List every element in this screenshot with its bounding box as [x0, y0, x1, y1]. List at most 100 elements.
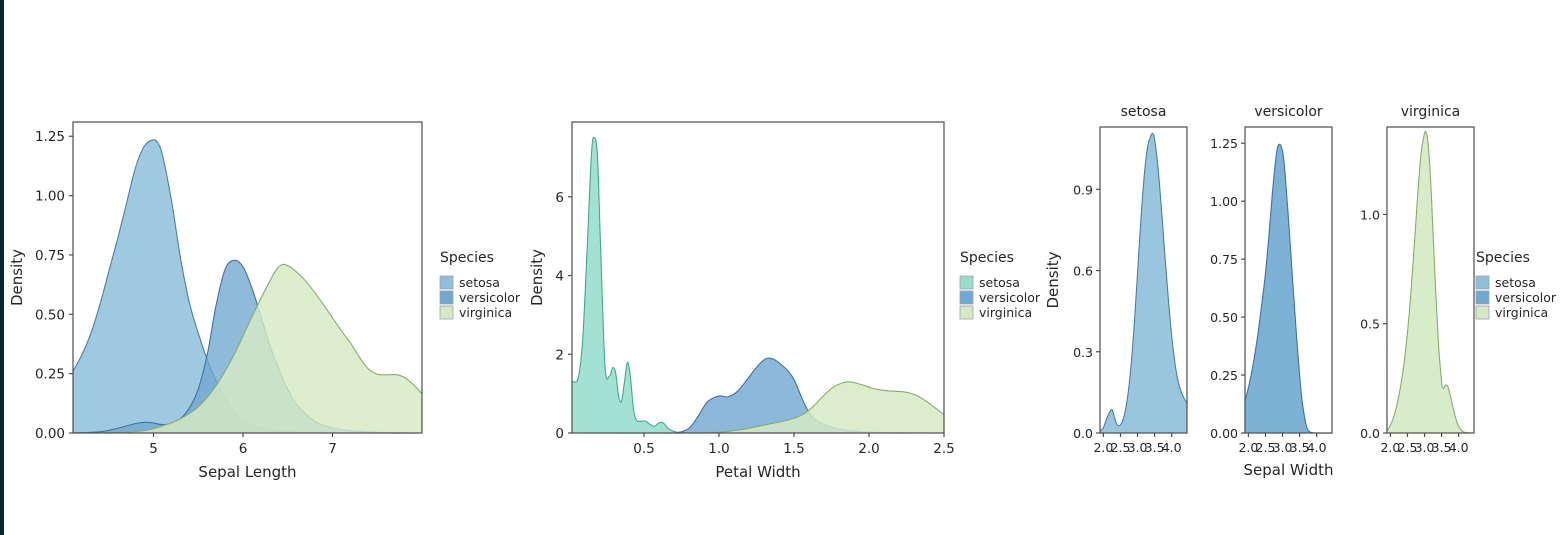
svg-text:Species: Species	[960, 250, 1014, 266]
ytick-label: 1.00	[35, 189, 65, 205]
facet-title-virginica: virginica	[1401, 104, 1461, 120]
xtick-label: 2.0	[1093, 440, 1113, 455]
xtick-label: 0.5	[633, 441, 654, 457]
ytick-label: 0.00	[1210, 426, 1238, 441]
ytick-label: 0.3	[1073, 345, 1093, 360]
xtick-label: 4.0	[1307, 440, 1327, 455]
plot-frame	[1099, 126, 1188, 434]
xtick-label: 4.0	[1449, 440, 1469, 455]
legend-label-versicolor: versicolor	[459, 290, 520, 305]
xtick-label: 2.5	[1398, 440, 1418, 455]
xtick-label: 2.0	[1238, 440, 1258, 455]
ytick-label: 0.25	[35, 367, 65, 383]
xtick-label: 1.0	[708, 441, 729, 457]
sepal-length-plot-svg: 5 6 7 0.00 0.25 0.50 0.75 1.00 1.25 Sepal Length D…	[8, 121, 520, 481]
plot-frame	[571, 121, 945, 434]
figure-sepal-length-density: 5 6 7 0.00 0.25 0.50 0.75 1.00 1.25 Sepal Length D…	[0, 0, 520, 535]
xtick-label: 2.0	[858, 441, 879, 457]
plot-frame	[1386, 126, 1475, 434]
kde-facet-virginica-area	[1387, 131, 1474, 433]
ytick-label: 1.25	[35, 129, 65, 145]
legend-swatch-virginica	[439, 305, 454, 320]
xtick-label: 6	[239, 441, 248, 457]
xtick-label: 2.5	[1111, 440, 1131, 455]
kde-virginica-line	[571, 381, 945, 434]
petal-width-plot-svg: 0.5 1.0 1.5 2.0 2.5 0 2 4 6 Petal Width Density Spe…	[528, 121, 1040, 481]
plot-frame	[72, 121, 423, 434]
kde-facet-versicolor-line	[1244, 143, 1333, 434]
kde-setosa-area	[572, 137, 944, 434]
ytick-label: 0.50	[35, 307, 65, 323]
svg-text:Species: Species	[1476, 250, 1530, 266]
ytick-label: 6	[555, 190, 564, 206]
y-axis-title: Density	[8, 249, 26, 306]
xtick-label: 2.5	[933, 441, 954, 457]
kde-virginica-line	[72, 263, 423, 434]
xtick-label: 2.5	[1256, 440, 1276, 455]
xtick-label: 3.5	[1432, 440, 1452, 455]
kde-facet-virginica-line	[1386, 130, 1475, 434]
ytick-label: 0.0	[1073, 426, 1093, 441]
xtick-label: 3.0	[1273, 440, 1293, 455]
y-axis-title: Density	[528, 249, 546, 306]
xtick-label: 5	[149, 441, 158, 457]
kde-versicolor-area	[572, 358, 944, 434]
xtick-label: 3.0	[1415, 440, 1435, 455]
ytick-label: 1.0	[1360, 207, 1380, 222]
xtick-label: 1.5	[783, 441, 804, 457]
ytick-label: 0.5	[1360, 317, 1380, 332]
kde-virginica-area	[73, 264, 422, 433]
legend-label-versicolor: versicolor	[1495, 290, 1557, 305]
legend-swatch-virginica	[959, 305, 974, 320]
xtick-label: 4.0	[1162, 440, 1182, 455]
ytick-label: 0.0	[1360, 426, 1380, 441]
legend-label-virginica: virginica	[459, 305, 512, 320]
xtick-label: 7	[328, 441, 337, 457]
legend-label-setosa: setosa	[1495, 275, 1536, 290]
legend-label-virginica: virginica	[1495, 305, 1548, 320]
ytick-label: 0.9	[1073, 182, 1093, 197]
svg-text:Species: Species	[440, 250, 494, 266]
kde-setosa-area	[73, 139, 422, 434]
plot-frame	[1244, 126, 1333, 434]
xtick-label: 3.5	[1290, 440, 1310, 455]
ytick-label: 1.00	[1210, 194, 1238, 209]
x-axis-title: Petal Width	[715, 463, 800, 481]
figure-petal-width-density: 0.5 1.0 1.5 2.0 2.5 0 2 4 6 Petal Width Density Spe…	[520, 0, 1040, 535]
kde-facet-setosa-line	[1099, 132, 1188, 433]
left-edge-strip	[0, 0, 4, 535]
legend-label-virginica: virginica	[979, 305, 1032, 320]
ytick-label: 0.75	[35, 248, 65, 264]
ytick-label: 0.75	[1210, 252, 1238, 267]
kde-virginica-area	[572, 381, 944, 434]
sepal-width-facet-plot-svg: 2.02.53.03.54.00.00.30.60.9setosa2.02.53…	[1044, 104, 1557, 479]
legend-swatch-setosa	[1475, 275, 1490, 290]
ytick-label: 0.50	[1210, 310, 1238, 325]
xtick-label: 2.0	[1380, 440, 1400, 455]
kde-facet-versicolor-area	[1245, 144, 1332, 434]
y-axis-title: Density	[1044, 251, 1062, 308]
figure-sepal-width-density-facets: 2.0 2.5 3.0 3.5 4.0 0.0 0.3 0.6 0.9 setosa 2.0 2.5 3…	[1040, 0, 1562, 535]
ytick-label: 0.6	[1073, 264, 1093, 279]
legend-label-versicolor: versicolor	[979, 290, 1040, 305]
legend-label-setosa: setosa	[979, 275, 1020, 290]
ytick-label: 4	[555, 269, 564, 285]
facet-title-setosa: setosa	[1121, 104, 1167, 120]
legend-swatch-versicolor	[439, 290, 454, 305]
legend-swatch-versicolor	[1475, 290, 1490, 305]
xtick-label: 3.0	[1128, 440, 1148, 455]
x-axis-title: Sepal Length	[198, 463, 296, 481]
ytick-label: 2	[555, 347, 564, 363]
legend-swatch-setosa	[959, 275, 974, 290]
kde-facet-setosa-area	[1100, 133, 1187, 434]
legend-swatch-virginica	[1475, 305, 1490, 320]
legend-label-setosa: setosa	[459, 275, 500, 290]
legend-swatch-setosa	[439, 275, 454, 290]
xtick-label: 3.5	[1145, 440, 1165, 455]
ytick-label: 1.25	[1210, 136, 1238, 151]
ytick-label: 0.25	[1210, 368, 1238, 383]
legend-swatch-versicolor	[959, 290, 974, 305]
